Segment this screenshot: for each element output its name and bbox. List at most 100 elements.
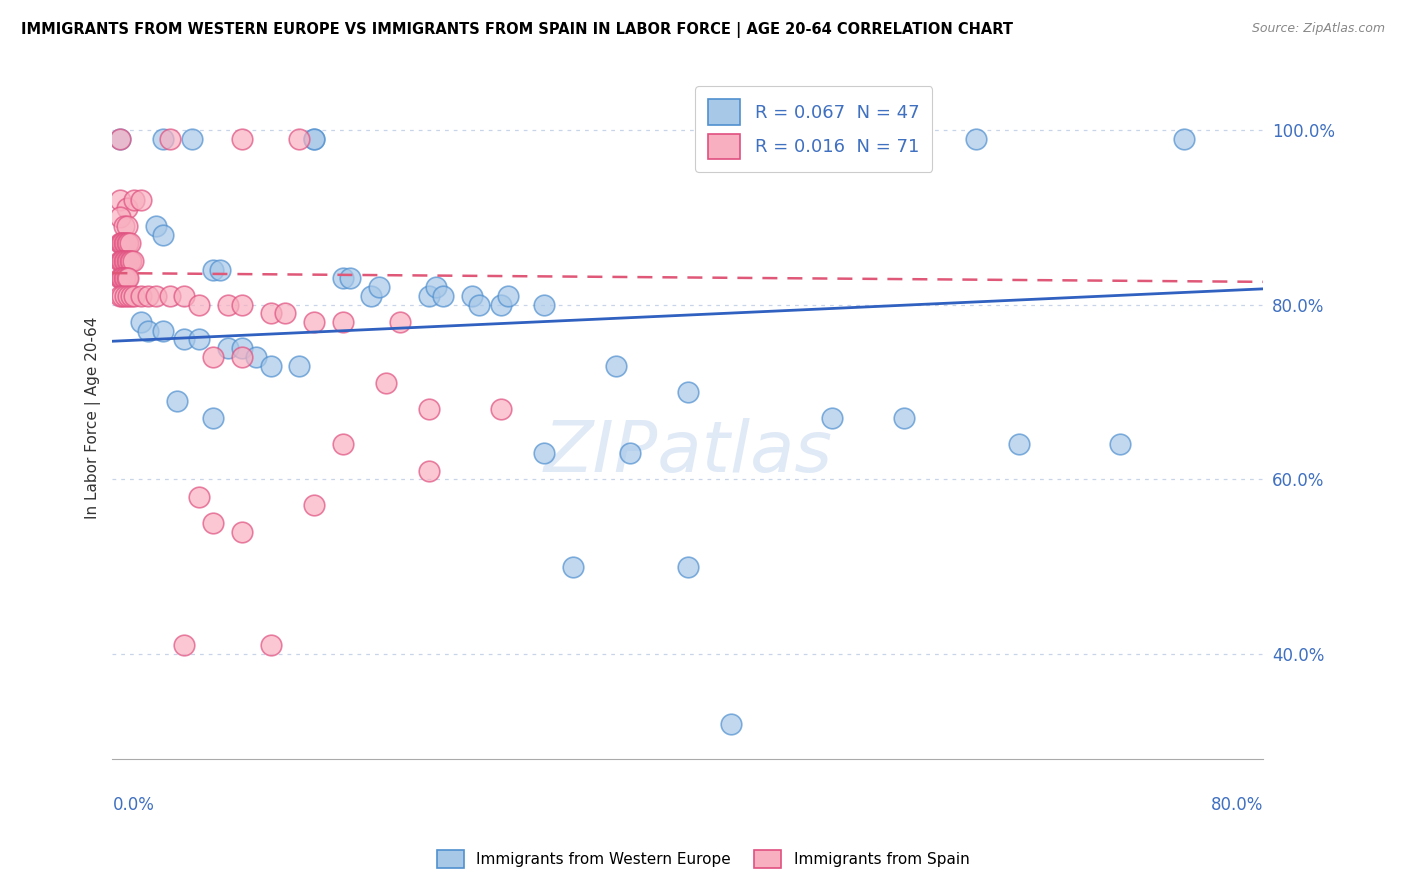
Point <box>202 411 225 425</box>
Point <box>561 559 583 574</box>
Point <box>533 297 555 311</box>
Point <box>110 253 132 268</box>
Point <box>302 131 325 145</box>
Point <box>418 289 440 303</box>
Point <box>180 131 202 145</box>
Point <box>173 333 195 347</box>
Point <box>260 306 283 320</box>
Point <box>122 289 145 303</box>
Point <box>112 253 135 268</box>
Point <box>461 289 484 303</box>
Point <box>339 271 361 285</box>
Text: ZIPatlas: ZIPatlas <box>543 417 832 487</box>
Point <box>152 131 174 145</box>
Point <box>117 271 139 285</box>
Point <box>821 131 844 145</box>
Point <box>173 289 195 303</box>
Point <box>145 219 167 233</box>
Point <box>173 638 195 652</box>
Point <box>302 315 325 329</box>
Point <box>676 384 699 399</box>
Point <box>432 289 454 303</box>
Point <box>129 289 152 303</box>
Point <box>332 437 354 451</box>
Point <box>112 271 135 285</box>
Point <box>108 289 131 303</box>
Point <box>1173 131 1195 145</box>
Point <box>115 219 138 233</box>
Point <box>288 359 311 373</box>
Point <box>231 341 253 355</box>
Point <box>111 289 134 303</box>
Point <box>720 716 742 731</box>
Point <box>489 402 512 417</box>
Point <box>108 236 131 251</box>
Point <box>115 236 138 251</box>
Point <box>231 297 253 311</box>
Point <box>1108 437 1130 451</box>
Point <box>389 315 412 329</box>
Point <box>111 271 134 285</box>
Point <box>418 402 440 417</box>
Point <box>245 350 267 364</box>
Point <box>274 306 297 320</box>
Point <box>231 350 253 364</box>
Point <box>117 289 139 303</box>
Point <box>418 463 440 477</box>
Point <box>374 376 396 391</box>
Text: 80.0%: 80.0% <box>1211 797 1264 814</box>
Point <box>117 253 139 268</box>
Point <box>114 236 136 251</box>
Point <box>676 559 699 574</box>
Point <box>468 297 491 311</box>
Point <box>202 516 225 530</box>
Point <box>152 227 174 242</box>
Point <box>112 219 135 233</box>
Point <box>288 131 311 145</box>
Point <box>231 131 253 145</box>
Point <box>159 131 181 145</box>
Point <box>159 289 181 303</box>
Point <box>1008 437 1031 451</box>
Point <box>108 271 131 285</box>
Point <box>152 324 174 338</box>
Point <box>114 253 136 268</box>
Legend: R = 0.067  N = 47, R = 0.016  N = 71: R = 0.067 N = 47, R = 0.016 N = 71 <box>696 87 932 172</box>
Point <box>108 211 131 225</box>
Point <box>112 236 135 251</box>
Point <box>111 253 134 268</box>
Point <box>260 359 283 373</box>
Point <box>138 289 160 303</box>
Point <box>114 289 136 303</box>
Point <box>120 253 142 268</box>
Point <box>821 411 844 425</box>
Point <box>114 271 136 285</box>
Point <box>110 271 132 285</box>
Point <box>108 193 131 207</box>
Point <box>108 131 131 145</box>
Point <box>108 131 131 145</box>
Point <box>108 253 131 268</box>
Point <box>489 297 512 311</box>
Point <box>332 315 354 329</box>
Point <box>360 289 382 303</box>
Legend: Immigrants from Western Europe, Immigrants from Spain: Immigrants from Western Europe, Immigran… <box>429 843 977 875</box>
Point <box>118 236 141 251</box>
Point <box>121 253 143 268</box>
Y-axis label: In Labor Force | Age 20-64: In Labor Force | Age 20-64 <box>86 317 101 519</box>
Point <box>965 131 987 145</box>
Point <box>231 524 253 539</box>
Point <box>533 446 555 460</box>
Point <box>217 297 239 311</box>
Point <box>367 280 389 294</box>
Point <box>496 289 519 303</box>
Point <box>129 193 152 207</box>
Point <box>115 202 138 216</box>
Text: IMMIGRANTS FROM WESTERN EUROPE VS IMMIGRANTS FROM SPAIN IN LABOR FORCE | AGE 20-: IMMIGRANTS FROM WESTERN EUROPE VS IMMIGR… <box>21 22 1014 38</box>
Point <box>187 490 209 504</box>
Point <box>619 446 641 460</box>
Point <box>145 289 167 303</box>
Point <box>166 393 188 408</box>
Point <box>115 253 138 268</box>
Point <box>110 236 132 251</box>
